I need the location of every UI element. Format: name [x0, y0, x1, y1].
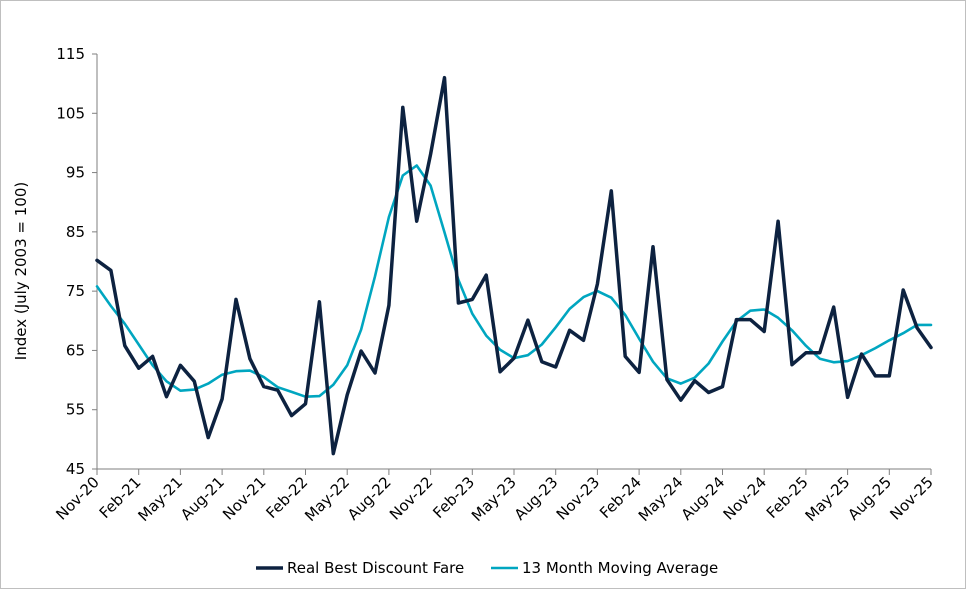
- x-tick-label: Nov-25: [886, 473, 936, 523]
- y-axis-label: Index (July 2003 = 100): [12, 182, 30, 360]
- x-tick-label: May-24: [635, 473, 687, 525]
- series-line-real-best-discount-fare: [95, 75, 933, 456]
- x-tick-label: May-23: [468, 473, 520, 525]
- x-tick-label: May-21: [134, 473, 186, 525]
- x-tick-label: Aug-24: [678, 473, 729, 524]
- x-tick-label: Nov-21: [219, 473, 269, 523]
- x-tick-label: Aug-21: [177, 473, 228, 524]
- y-tick-label: 65: [66, 341, 85, 359]
- x-tick-label: May-22: [301, 473, 353, 525]
- x-tick-label: Nov-20: [52, 473, 102, 523]
- y-axis: 45 55 65 75 85 95 105 115: [56, 45, 98, 478]
- x-tick-label: Nov-24: [720, 473, 770, 523]
- y-tick-label: 45: [66, 460, 85, 478]
- x-tick-label: May-25: [802, 473, 854, 525]
- y-tick-label: 95: [66, 164, 85, 182]
- y-tick-label: 115: [56, 45, 85, 63]
- x-tick-label: Nov-23: [553, 473, 603, 523]
- series-lines: [95, 75, 933, 456]
- y-tick-label: 75: [66, 282, 85, 300]
- y-tick-label: 105: [56, 104, 85, 122]
- legend-item-real-best-discount-fare-label: Real Best Discount Fare: [287, 559, 464, 577]
- series-line-13-month-moving-average: [95, 164, 933, 399]
- x-tick-label: Aug-22: [344, 473, 395, 524]
- legend-item-13-month-moving-average-label: 13 Month Moving Average: [522, 559, 718, 577]
- x-tick-label: Nov-22: [386, 473, 436, 523]
- y-tick-label: 85: [66, 223, 85, 241]
- x-tick-label: Aug-25: [844, 473, 895, 524]
- y-tick-label: 55: [66, 401, 85, 419]
- x-axis: Nov-20Feb-21May-21Aug-21Nov-21Feb-22May-…: [52, 468, 937, 525]
- x-tick-label: Aug-23: [511, 473, 562, 524]
- legend: Real Best Discount Fare 13 Month Moving A…: [256, 559, 718, 577]
